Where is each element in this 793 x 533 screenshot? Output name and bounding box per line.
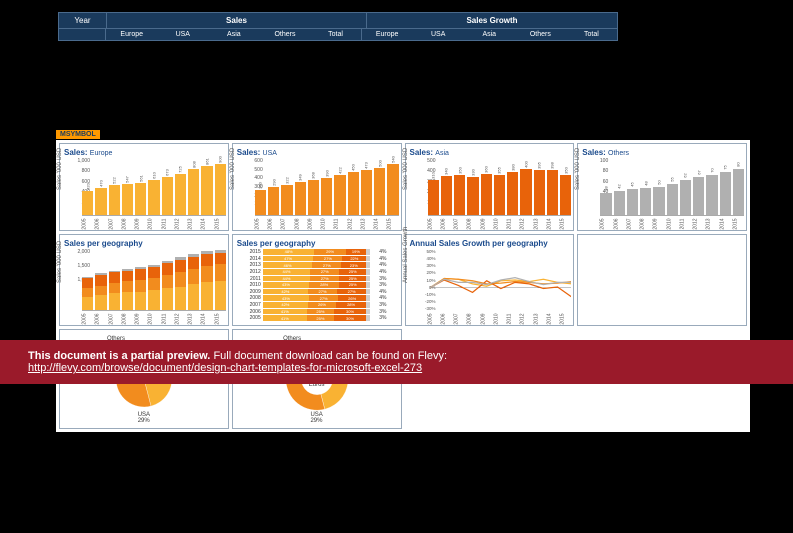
- x-axis: 2005200620072008200920102011201220132014…: [428, 313, 572, 325]
- dashboard-label: MSYMBOL: [56, 130, 100, 139]
- chart-area: 260290322349368390422450473500540: [255, 158, 399, 216]
- chart-area: 3842454850556267707580: [600, 158, 744, 216]
- card-geo-stacked: Sales per geography Sales '000 USD 05001…: [59, 234, 229, 326]
- card-growth-lines: Annual Sales Growth per geography Annual…: [405, 234, 575, 326]
- header-sales-col: Asia: [208, 29, 259, 40]
- x-axis: 2005200620072008200920102011201220132014…: [82, 313, 226, 325]
- header-growth-col: Asia: [464, 29, 515, 40]
- x-axis: 2005200620072008200920102011201220132014…: [82, 218, 226, 230]
- banner-bold: This document is a partial preview.: [28, 350, 210, 362]
- card-title: Sales per geography: [64, 239, 224, 248]
- card-title: Sales: Europe: [64, 148, 224, 157]
- header-table: Year Sales Sales Growth EuropeUSAAsiaOth…: [58, 12, 618, 41]
- card-sales-asia: Sales: Asia Sales '000 USD 0100200300400…: [405, 143, 575, 231]
- dashboard: Sales: Europe Sales '000 USD 02004006008…: [56, 140, 750, 432]
- x-axis: 2005200620072008200920102011201220132014…: [428, 218, 572, 230]
- header-growth-col: Europe: [362, 29, 413, 40]
- card-title: Sales: Asia: [410, 148, 570, 157]
- stacked-100: 200541%25%30%3%200641%25%30%3%200742%26%…: [263, 249, 371, 321]
- chart-area: 310340350330360355380400395398350: [428, 158, 572, 216]
- header-sales-col: Others: [259, 29, 310, 40]
- header-sales-col: Total: [310, 29, 361, 40]
- card-title: Annual Sales Growth per geography: [410, 239, 570, 248]
- x-axis: 2005200620072008200920102011201220132014…: [600, 218, 744, 230]
- line-chart: [430, 249, 572, 311]
- card-sales-europe: Sales: Europe Sales '000 USD 02004006008…: [59, 143, 229, 231]
- header-sales-col: Europe: [106, 29, 157, 40]
- card-geo-pct: Sales per geography 200541%25%30%3%20064…: [232, 234, 402, 326]
- banner-link[interactable]: http://flevy.com/browse/document/design-…: [28, 362, 422, 374]
- header-growth-col: Others: [515, 29, 566, 40]
- header-sales: Sales: [107, 13, 367, 28]
- chart-area: 420470522547561610673725808861900: [82, 158, 226, 216]
- header-growth-col: USA: [413, 29, 464, 40]
- header-growth: Sales Growth: [367, 13, 617, 28]
- card-title: Sales per geography: [237, 239, 397, 248]
- x-axis: 2005200620072008200920102011201220132014…: [255, 218, 399, 230]
- chart-area: [82, 249, 226, 311]
- banner-text: Full document download can be found on F…: [213, 350, 447, 362]
- header-sales-col: USA: [157, 29, 208, 40]
- preview-banner: This document is a partial preview. Full…: [0, 340, 793, 384]
- header-year: Year: [59, 13, 107, 28]
- card-sales-others: Sales: Others Sales '000 USD 02040608010…: [577, 143, 747, 231]
- card-title: Sales: USA: [237, 148, 397, 157]
- card-empty: [577, 234, 747, 326]
- card-sales-usa: Sales: USA Sales '000 USD 01002003004005…: [232, 143, 402, 231]
- header-growth-col: Total: [566, 29, 617, 40]
- card-title: Sales: Others: [582, 148, 742, 157]
